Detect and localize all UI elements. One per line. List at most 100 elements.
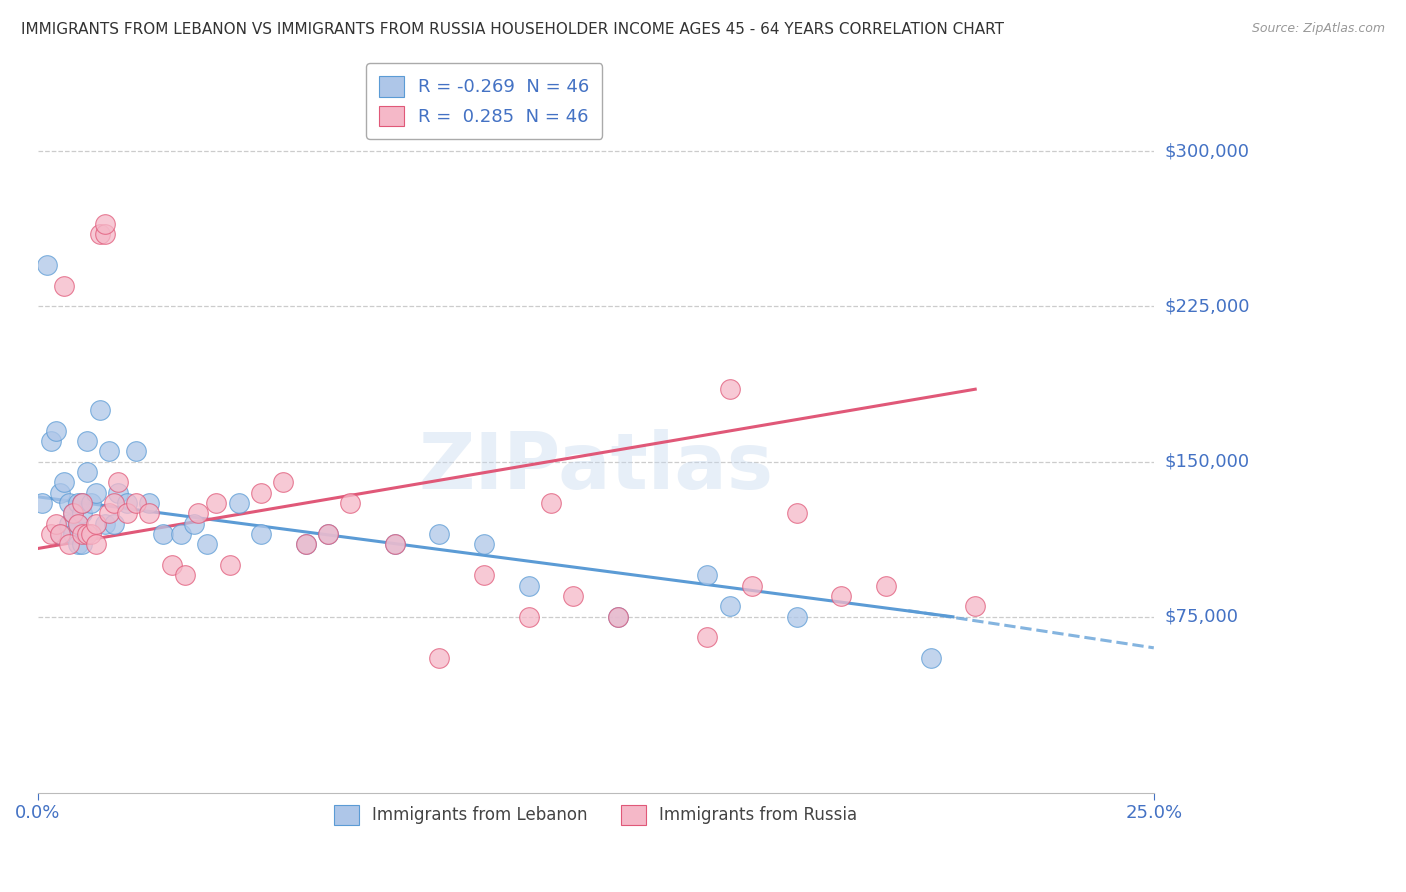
- Point: [294, 537, 316, 551]
- Point: [66, 516, 89, 531]
- Point: [115, 496, 138, 510]
- Point: [39, 527, 62, 541]
- Point: [125, 444, 148, 458]
- Point: [218, 558, 240, 572]
- Point: [89, 227, 111, 241]
- Point: [31, 496, 53, 510]
- Point: [66, 537, 89, 551]
- Point: [76, 527, 98, 541]
- Point: [316, 527, 339, 541]
- Text: $300,000: $300,000: [1166, 143, 1250, 161]
- Point: [228, 496, 250, 510]
- Point: [250, 485, 273, 500]
- Point: [517, 579, 540, 593]
- Point: [39, 434, 62, 448]
- Point: [66, 516, 89, 531]
- Point: [80, 496, 103, 510]
- Point: [718, 599, 741, 614]
- Point: [607, 609, 630, 624]
- Point: [72, 537, 94, 551]
- Point: [76, 465, 98, 479]
- Text: IMMIGRANTS FROM LEBANON VS IMMIGRANTS FROM RUSSIA HOUSEHOLDER INCOME AGES 45 - 6: IMMIGRANTS FROM LEBANON VS IMMIGRANTS FR…: [21, 22, 1004, 37]
- Point: [58, 537, 80, 551]
- Point: [183, 516, 205, 531]
- Point: [89, 403, 111, 417]
- Point: [830, 589, 852, 603]
- Point: [72, 527, 94, 541]
- Point: [138, 496, 160, 510]
- Point: [62, 506, 84, 520]
- Point: [517, 609, 540, 624]
- Point: [49, 527, 72, 541]
- Point: [98, 506, 121, 520]
- Point: [138, 506, 160, 520]
- Point: [72, 496, 94, 510]
- Point: [316, 527, 339, 541]
- Point: [429, 527, 451, 541]
- Point: [115, 506, 138, 520]
- Text: $75,000: $75,000: [1166, 607, 1239, 626]
- Point: [58, 516, 80, 531]
- Point: [875, 579, 897, 593]
- Point: [429, 651, 451, 665]
- Point: [53, 278, 76, 293]
- Point: [965, 599, 987, 614]
- Point: [250, 527, 273, 541]
- Point: [384, 537, 406, 551]
- Point: [49, 485, 72, 500]
- Point: [786, 609, 808, 624]
- Point: [45, 424, 67, 438]
- Legend: Immigrants from Lebanon, Immigrants from Russia: Immigrants from Lebanon, Immigrants from…: [323, 795, 868, 835]
- Point: [696, 631, 718, 645]
- Text: ZIPatlas: ZIPatlas: [418, 429, 773, 505]
- Point: [696, 568, 718, 582]
- Point: [540, 496, 562, 510]
- Point: [607, 609, 630, 624]
- Point: [741, 579, 763, 593]
- Text: $150,000: $150,000: [1166, 452, 1250, 471]
- Point: [472, 568, 495, 582]
- Text: $225,000: $225,000: [1166, 297, 1250, 316]
- Point: [107, 475, 129, 490]
- Point: [920, 651, 942, 665]
- Point: [271, 475, 294, 490]
- Point: [107, 485, 129, 500]
- Point: [72, 496, 94, 510]
- Point: [84, 537, 107, 551]
- Point: [205, 496, 228, 510]
- Point: [76, 434, 98, 448]
- Point: [562, 589, 585, 603]
- Point: [45, 516, 67, 531]
- Point: [62, 506, 84, 520]
- Point: [80, 527, 103, 541]
- Point: [93, 516, 115, 531]
- Point: [53, 475, 76, 490]
- Point: [195, 537, 218, 551]
- Point: [84, 485, 107, 500]
- Point: [72, 506, 94, 520]
- Point: [472, 537, 495, 551]
- Point: [98, 444, 121, 458]
- Point: [160, 558, 183, 572]
- Point: [35, 258, 58, 272]
- Point: [174, 568, 197, 582]
- Point: [84, 516, 107, 531]
- Point: [169, 527, 191, 541]
- Point: [93, 227, 115, 241]
- Point: [58, 496, 80, 510]
- Point: [384, 537, 406, 551]
- Point: [62, 527, 84, 541]
- Point: [152, 527, 174, 541]
- Point: [187, 506, 209, 520]
- Point: [66, 496, 89, 510]
- Point: [93, 217, 115, 231]
- Text: Source: ZipAtlas.com: Source: ZipAtlas.com: [1251, 22, 1385, 36]
- Point: [125, 496, 148, 510]
- Point: [103, 516, 125, 531]
- Point: [786, 506, 808, 520]
- Point: [103, 496, 125, 510]
- Point: [49, 527, 72, 541]
- Point: [339, 496, 361, 510]
- Point: [718, 382, 741, 396]
- Point: [294, 537, 316, 551]
